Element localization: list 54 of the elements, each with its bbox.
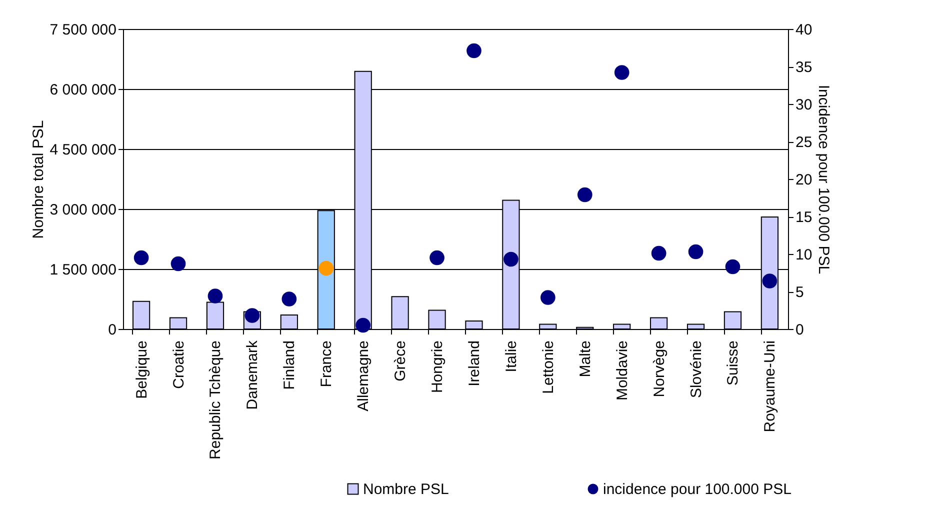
x-tick-label: Slovénie [688,340,705,398]
point [466,43,482,58]
y2-tick-label: 10 [796,246,812,264]
point [577,187,592,202]
point [504,252,518,267]
point [762,274,778,288]
y-tick-label: 3 000 000 [50,202,116,218]
y-axis-title: Nombre total PSL [30,120,47,239]
y2-tick-label: 25 [796,134,812,151]
x-tick-label: Finland [281,340,298,390]
x-tick-label: Hongrie [429,340,446,394]
point [282,292,297,306]
point [134,250,149,266]
y-tick-label: 0 [108,322,116,338]
y-tick-label: 7 500 000 [50,22,116,38]
point [208,288,223,304]
y-tick-label: 1 500 000 [50,262,116,278]
point [540,290,556,305]
y2-tick-label: 35 [796,59,812,76]
y2-axis-title: Incidence pour 100.000 PSL [815,84,832,274]
y2-tick-label: 30 [796,96,812,114]
x-tick-label: Ireland [466,340,483,386]
y2-tick-label: 0 [796,322,804,338]
point [725,259,740,274]
point [318,260,334,276]
x-tick-label: Danemark [244,340,262,410]
y2-tick-label: 40 [796,22,812,38]
point [170,256,186,272]
x-tick-label: Republic Tchèque [207,340,224,460]
point [651,246,666,261]
y2-tick-label: 15 [796,209,812,226]
x-tick-label: Allemagne [355,340,372,412]
x-tick-label: Lettonie [540,340,557,394]
point [614,65,630,80]
point [356,318,371,333]
x-tick-label: Malte [576,340,594,378]
point [688,244,704,260]
x-tick-label: Suisse [724,340,742,386]
x-tick-label: Italie [502,340,520,372]
x-tick-label: Norvège [650,340,668,398]
x-tick-label: Croatie [170,340,188,389]
legend-label: incidence pour 100.000 PSL [603,481,792,498]
x-tick-label: Moldavie [614,340,631,401]
y2-tick-label: 5 [796,284,804,301]
x-tick-label: France [318,340,336,388]
x-tick-label: Belgique [133,340,150,399]
legend-label: Nombre PSL [363,481,449,498]
point [244,308,260,323]
y-tick-label: 4 500 000 [50,142,116,158]
point [430,250,444,266]
y-tick-label: 6 000 000 [50,82,116,98]
y2-tick-label: 20 [796,172,812,188]
x-tick-label: Royaume-Uni [762,340,779,432]
x-tick-label: Grèce [392,340,410,382]
